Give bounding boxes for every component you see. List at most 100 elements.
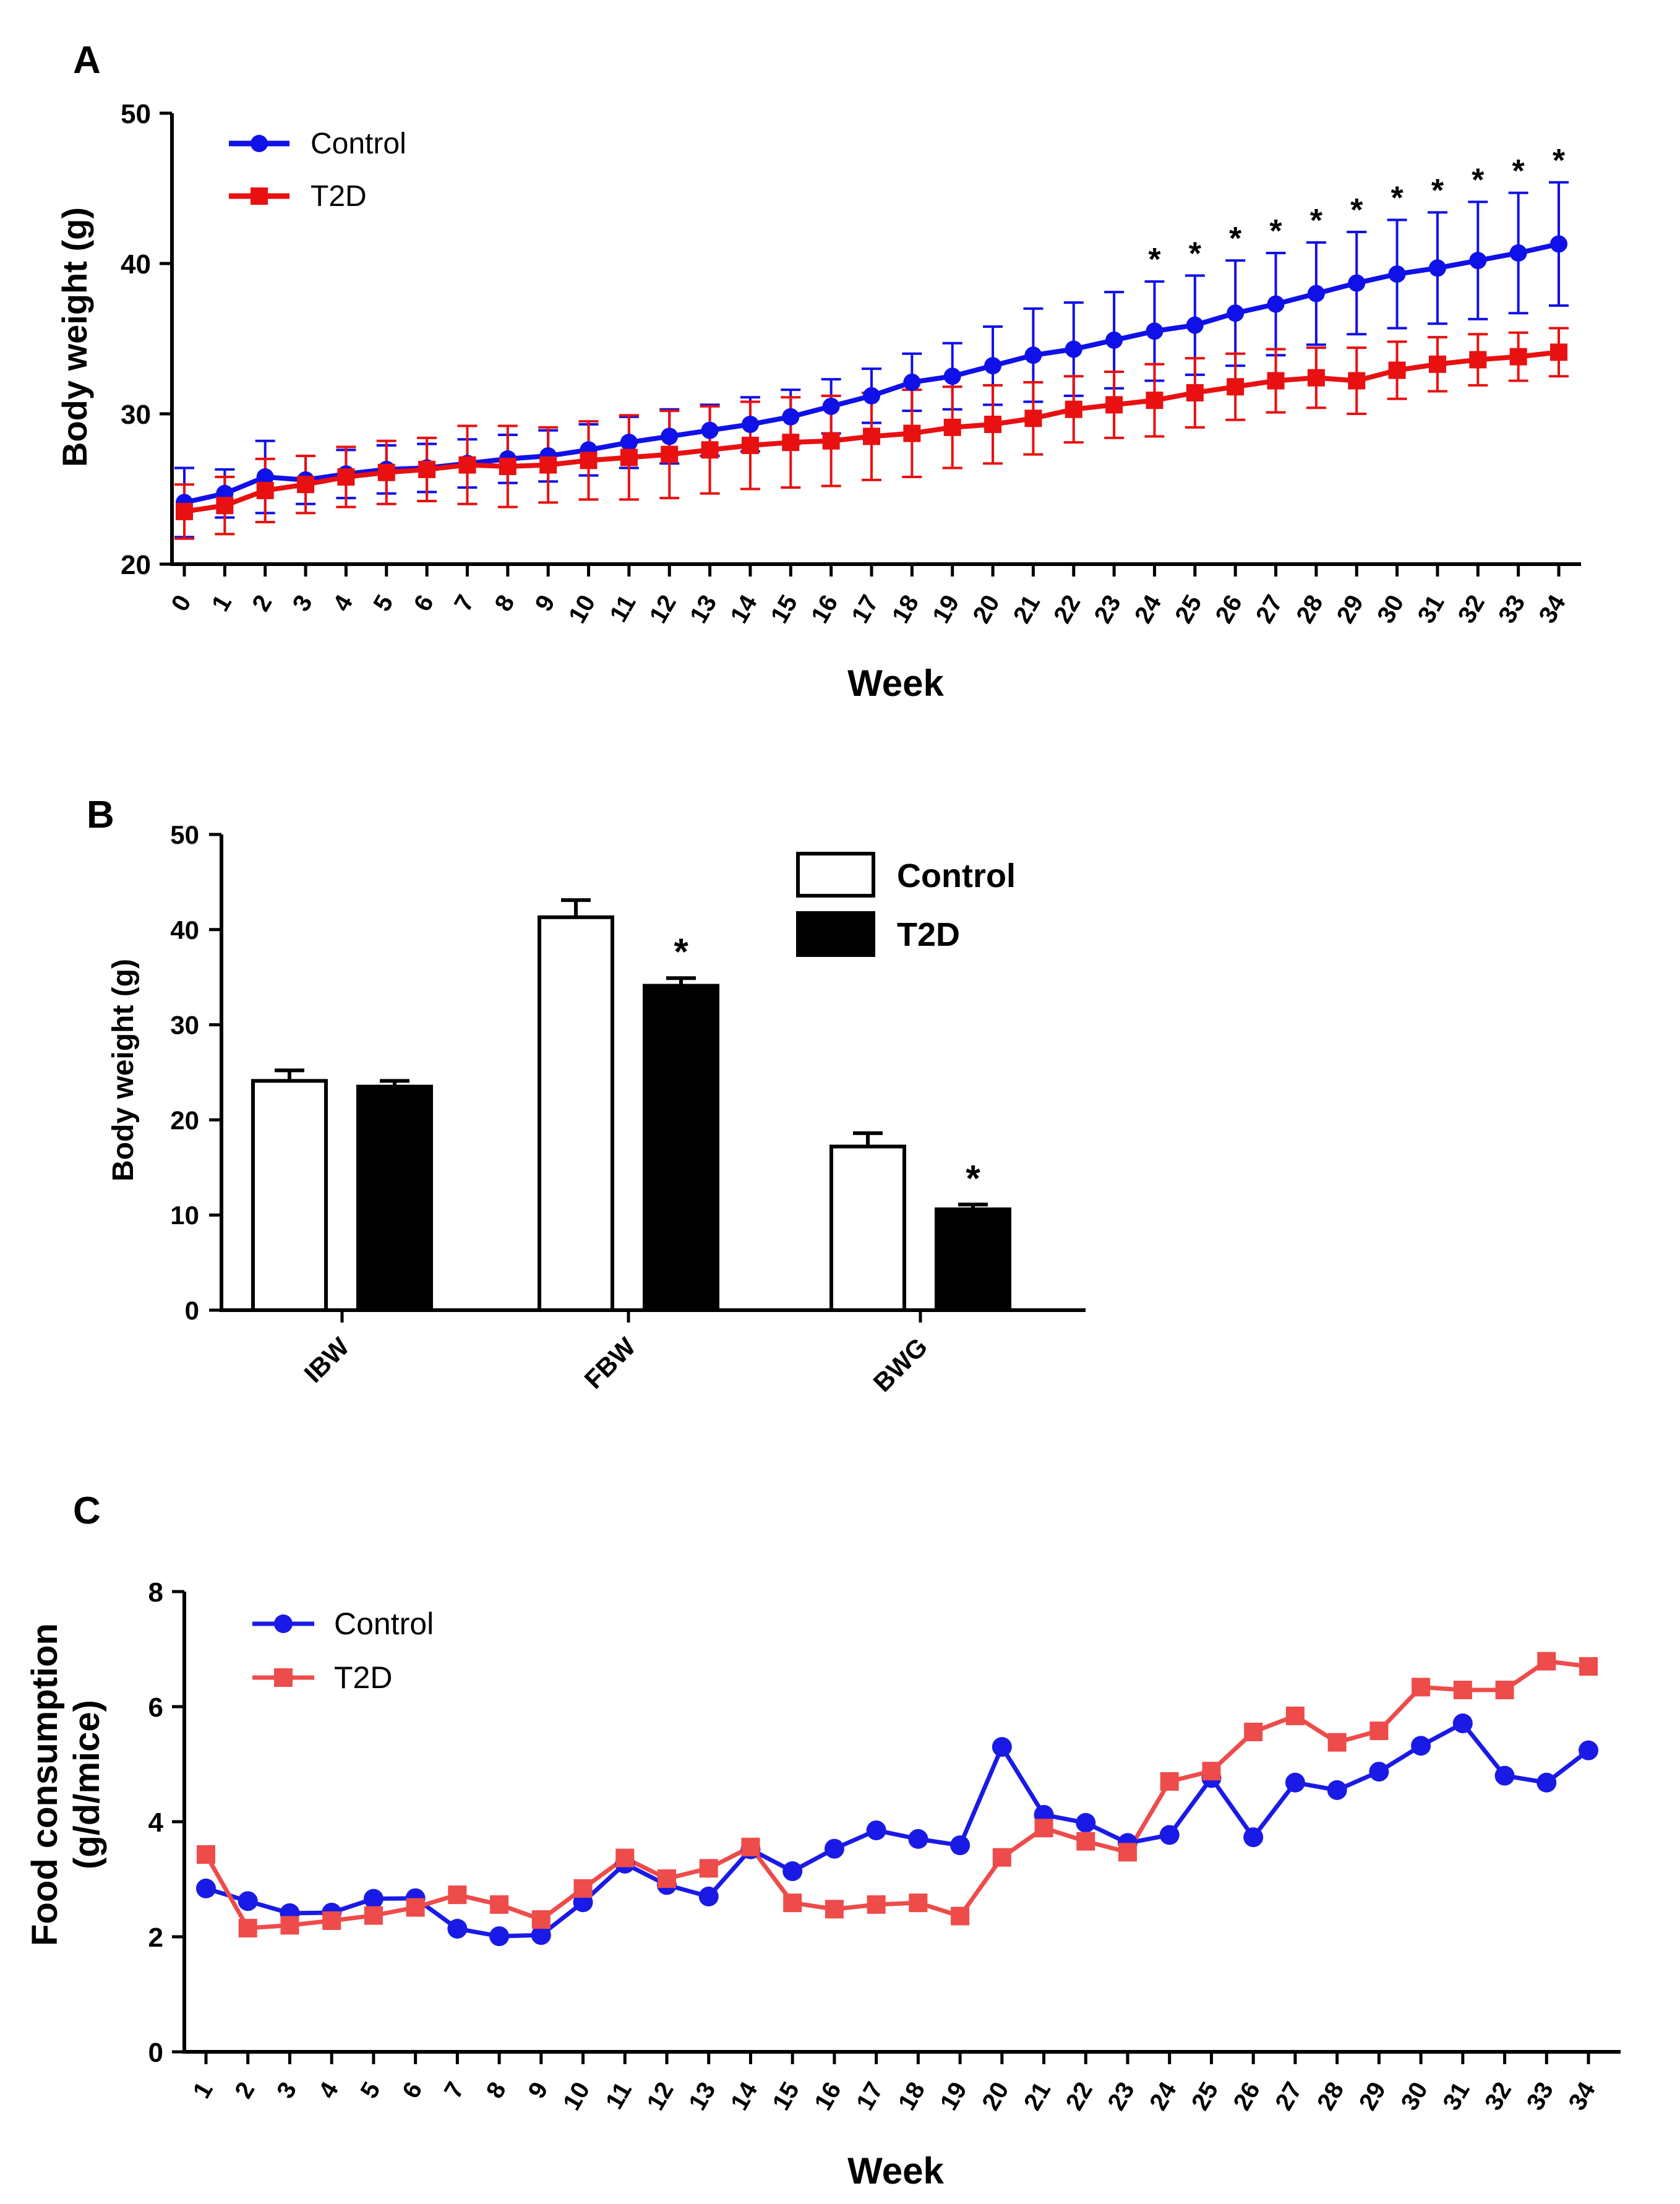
panel-c-x-axis-label: Week bbox=[847, 2150, 944, 2192]
panel-a-y-tick-label: 30 bbox=[121, 400, 151, 430]
panel-c-control-point bbox=[824, 1838, 844, 1859]
legend-t2d-swatch bbox=[796, 911, 875, 957]
panel-a-t2d-point bbox=[216, 497, 234, 515]
panel-c-t2d-point bbox=[197, 1845, 215, 1864]
panel-b-y-tick-label: 0 bbox=[185, 1296, 199, 1325]
panel-c-t2d-point bbox=[406, 1898, 425, 1917]
panel-a-t2d-point bbox=[1509, 348, 1527, 366]
panel-a-letter: A bbox=[73, 39, 101, 82]
panel-b-letter: B bbox=[87, 794, 114, 836]
panel-c-t2d-point bbox=[1034, 1819, 1053, 1838]
legend-t2d-label: T2D bbox=[334, 1660, 392, 1695]
legend-t2d-marker bbox=[251, 187, 268, 205]
panel-b-t2d-bar bbox=[356, 1084, 433, 1312]
panel-c-t2d-point bbox=[364, 1906, 383, 1925]
panel-a-control-point bbox=[1509, 244, 1527, 262]
panel-a-t2d-point bbox=[741, 437, 759, 455]
panel-a-t2d-point bbox=[620, 448, 638, 466]
panel-a-t2d-point bbox=[661, 445, 679, 463]
panel-a-significance-star: * bbox=[1350, 192, 1363, 228]
panel-c-control-point bbox=[698, 1886, 719, 1906]
panel-a-t2d-point bbox=[458, 456, 476, 474]
panel-a-control-point bbox=[1428, 259, 1446, 277]
panel-c-control-point bbox=[950, 1835, 971, 1856]
panel-c-t2d-point bbox=[1285, 1706, 1305, 1725]
panel-c-control-point bbox=[447, 1918, 468, 1939]
panel-c-t2d-point bbox=[1076, 1832, 1095, 1851]
panel-a-significance-star: * bbox=[1269, 213, 1282, 249]
panel-a-t2d-point bbox=[1186, 384, 1204, 401]
panel-a-control-point bbox=[1469, 252, 1487, 270]
panel-a-t2d-point bbox=[337, 468, 355, 486]
panel-c-t2d-point bbox=[825, 1900, 844, 1919]
panel-a-t2d-point bbox=[1428, 355, 1446, 373]
panel-a-t2d-point bbox=[256, 481, 274, 499]
legend-control-label: Control bbox=[311, 127, 406, 160]
panel-a-significance-star: * bbox=[1512, 153, 1525, 189]
panel-a-t2d-point bbox=[1348, 372, 1366, 390]
panel-c-t2d-point bbox=[1202, 1762, 1221, 1781]
panel-b-significance-star: * bbox=[966, 1157, 980, 1199]
panel-a-t2d-point bbox=[1105, 396, 1123, 414]
panel-c-t2d-point bbox=[658, 1869, 676, 1889]
panel-a-t2d-point bbox=[1469, 351, 1487, 369]
panel-a-t2d-point bbox=[1550, 343, 1567, 361]
panel-c-y-tick-label: 8 bbox=[148, 1577, 163, 1608]
panel-c-control-point bbox=[992, 1737, 1012, 1757]
panel-a-control-point bbox=[661, 427, 679, 445]
panel-b-control-bar bbox=[538, 915, 614, 1312]
panel-a-control-point bbox=[1065, 340, 1082, 358]
panel-c-t2d-point bbox=[280, 1916, 299, 1935]
panel-c-y-tick-label: 6 bbox=[148, 1692, 163, 1723]
panel-a-significance-star: * bbox=[1229, 221, 1242, 257]
panel-c-control-point bbox=[866, 1820, 886, 1840]
panel-c-t2d-point bbox=[1369, 1722, 1389, 1741]
panel-a-significance-star: * bbox=[1431, 173, 1444, 208]
panel-a-control-point bbox=[256, 468, 274, 486]
panel-c-control-point bbox=[489, 1926, 510, 1947]
panel-a-control-point bbox=[701, 421, 719, 439]
panel-a-t2d-point bbox=[418, 460, 436, 478]
panel-c-t2d-point bbox=[992, 1848, 1011, 1867]
panel-b-y-axis-label: Body weight (g) bbox=[107, 959, 140, 1181]
panel-c-control-point bbox=[1536, 1772, 1557, 1793]
legend-t2d-label: T2D bbox=[311, 180, 367, 213]
panel-c-t2d-point bbox=[490, 1895, 509, 1914]
legend-control-label: Control bbox=[897, 857, 1016, 894]
legend-control-swatch bbox=[796, 852, 875, 898]
panel-c-t2d-point bbox=[1537, 1652, 1556, 1671]
panel-c-control-point bbox=[1285, 1772, 1305, 1793]
panel-a-t2d-point bbox=[863, 427, 880, 445]
panel-a-control-point bbox=[984, 357, 1002, 375]
panel-c-control-point bbox=[782, 1861, 803, 1881]
panel-a-control-point bbox=[741, 416, 759, 434]
panel-c-y-axis-label-line2: (g/d/mice) bbox=[67, 1700, 107, 1869]
panel-c-t2d-point bbox=[1579, 1657, 1598, 1676]
panel-a-t2d-point bbox=[1146, 392, 1164, 409]
panel-c-t2d-point bbox=[1327, 1733, 1347, 1752]
panel-a-control-point bbox=[863, 387, 880, 405]
panel-a-control-point bbox=[1267, 295, 1285, 313]
panel-a-control-point bbox=[1186, 316, 1204, 334]
panel-a-t2d-point bbox=[1267, 372, 1285, 390]
panel-a-control-point bbox=[1388, 265, 1406, 283]
panel-a-t2d-point bbox=[297, 476, 315, 494]
panel-c-letter: C bbox=[73, 1490, 101, 1532]
panel-c-t2d-point bbox=[1412, 1678, 1431, 1697]
panel-a-control-point bbox=[943, 367, 961, 385]
panel-a-t2d-point bbox=[377, 463, 395, 481]
panel-a-control-point bbox=[782, 408, 800, 426]
panel-c-legend: Control T2D bbox=[252, 1606, 434, 1695]
panel-a-y-tick-label: 40 bbox=[121, 249, 151, 280]
panel-a-control-point bbox=[1024, 346, 1042, 364]
panel-b-legend: Control T2D bbox=[796, 852, 1016, 957]
panel-c-control-point bbox=[1452, 1713, 1473, 1733]
panel-a-control-point bbox=[1105, 331, 1123, 349]
panel-c-y-axis-label-line1: Food consumption bbox=[25, 1623, 65, 1946]
panel-c-t2d-point bbox=[615, 1848, 635, 1867]
panel-c-control-point bbox=[1369, 1762, 1389, 1782]
panel-c-t2d-point bbox=[1244, 1722, 1263, 1741]
panel-a-t2d-point bbox=[822, 432, 840, 450]
panel-a-significance-star: * bbox=[1553, 143, 1566, 179]
legend-control-label: Control bbox=[334, 1606, 434, 1641]
